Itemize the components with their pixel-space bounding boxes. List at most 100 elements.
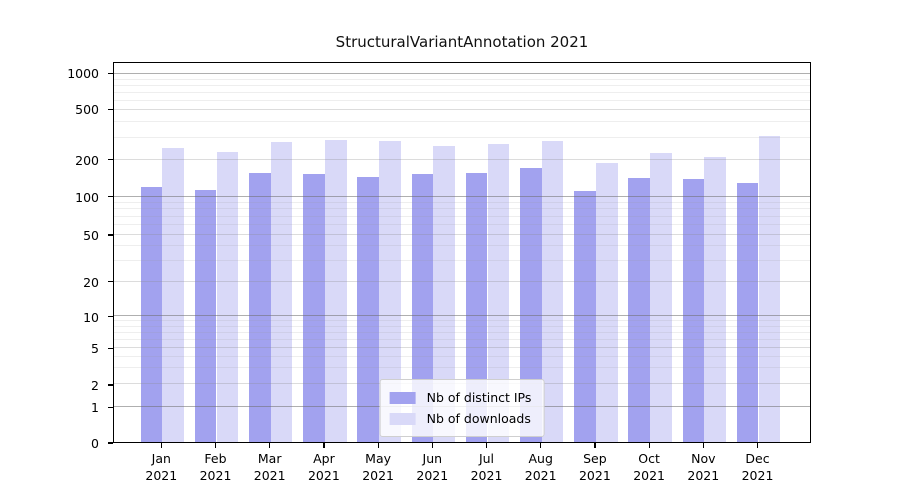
y-tick-mark-20 xyxy=(108,280,113,283)
gridline-minor-300 xyxy=(114,137,810,139)
x-tick-mark-sep xyxy=(594,443,596,448)
gridline-200 xyxy=(114,159,810,161)
y-tick-mark-500 xyxy=(108,108,113,110)
x-tick-mark-feb xyxy=(215,443,217,448)
x-tick-mark-oct xyxy=(648,443,650,448)
bar-distinct-ips-dec xyxy=(736,182,759,442)
x-tick-label-may: May 2021 xyxy=(362,451,394,483)
x-axis: Jan 2021 Feb 2021 Mar 2021 Apr 2021 May 2021 Jun 20… xyxy=(113,443,811,495)
legend-swatch-distinct-ips xyxy=(389,391,416,404)
y-tick-label-5: 5 xyxy=(91,341,99,357)
y-tick-label-500: 500 xyxy=(75,102,99,118)
x-tick-mark-dec xyxy=(757,443,759,448)
legend-label-distinct-ips: Nb of distinct IPs xyxy=(426,390,532,405)
legend-label-downloads: Nb of downloads xyxy=(426,411,531,426)
y-tick-label-1000: 1000 xyxy=(67,66,99,82)
gridline-minor-4 xyxy=(114,355,810,357)
gridline-50 xyxy=(114,234,810,236)
bars-layer xyxy=(114,63,810,442)
gridline-minor-800 xyxy=(114,84,810,86)
y-tick-label-50: 50 xyxy=(83,228,99,244)
y-tick-mark-100 xyxy=(108,195,113,198)
y-tick-mark-10 xyxy=(108,315,113,318)
bar-downloads-jul xyxy=(487,144,510,442)
x-tick-label-sep: Sep 2021 xyxy=(578,451,611,483)
y-tick-mark-200 xyxy=(108,158,113,161)
x-tick-mark-jul xyxy=(486,443,488,448)
x-tick-label-aug: Aug 2021 xyxy=(524,451,557,483)
gridline-minor-400 xyxy=(114,121,810,123)
bar-distinct-ips-aug xyxy=(520,168,542,442)
gridline-10 xyxy=(114,315,810,317)
gridline-minor-80 xyxy=(114,208,810,210)
bar-downloads-aug xyxy=(541,140,564,442)
bar-downloads-jan xyxy=(162,148,184,442)
y-axis: 0 1 2 5 10 20 50 100 200 500 1000 xyxy=(0,62,113,451)
gridline-minor-7 xyxy=(114,331,810,333)
bar-distinct-ips-jan xyxy=(140,186,163,442)
y-tick-mark-5 xyxy=(108,347,113,349)
y-tick-mark-0 xyxy=(108,442,113,444)
x-tick-label-oct: Oct 2021 xyxy=(633,451,665,483)
y-tick-mark-1000 xyxy=(108,72,113,74)
x-tick-label-jul: Jul 2021 xyxy=(470,451,503,483)
bar-downloads-dec xyxy=(758,136,781,442)
y-tick-mark-2 xyxy=(108,384,113,386)
x-tick-label-dec: Dec 2021 xyxy=(741,451,774,483)
x-tick-mark-aug xyxy=(540,443,542,448)
bar-downloads-apr xyxy=(324,140,347,442)
bar-distinct-ips-apr xyxy=(303,174,325,442)
plot-area: Nb of distinct IPs Nb of downloads xyxy=(113,62,811,443)
gridline-minor-60 xyxy=(114,224,810,226)
bar-distinct-ips-nov xyxy=(682,179,705,442)
bar-downloads-nov xyxy=(704,156,726,442)
bar-downloads-jun xyxy=(433,146,455,442)
gridline-5 xyxy=(114,346,810,348)
x-tick-mark-nov xyxy=(702,443,705,448)
bar-downloads-sep xyxy=(595,163,618,442)
x-tick-mark-jun xyxy=(431,443,434,448)
chart-title: StructuralVariantAnnotation 2021 xyxy=(335,33,589,51)
y-tick-label-20: 20 xyxy=(83,274,99,290)
bar-downloads-may xyxy=(379,140,401,442)
y-tick-label-2: 2 xyxy=(91,378,99,394)
bar-distinct-ips-mar xyxy=(249,173,271,442)
gridline-minor-30 xyxy=(114,260,810,261)
x-tick-label-feb: Feb 2021 xyxy=(199,451,232,483)
gridline-20 xyxy=(114,280,810,282)
gridline-minor-40 xyxy=(114,245,810,247)
gridline-minor-70 xyxy=(114,215,810,217)
x-tick-label-apr: Apr 2021 xyxy=(307,451,340,483)
legend-swatch-downloads xyxy=(389,412,416,425)
x-tick-mark-may xyxy=(377,443,379,448)
gridline-100 xyxy=(114,196,810,198)
bar-distinct-ips-jun xyxy=(411,174,434,442)
bar-distinct-ips-jul xyxy=(465,173,488,442)
x-tick-label-mar: Mar 2021 xyxy=(253,451,286,483)
gridline-minor-600 xyxy=(114,99,810,101)
gridline-minor-6 xyxy=(114,338,810,340)
x-tick-mark-apr xyxy=(323,443,325,448)
bar-distinct-ips-oct xyxy=(628,178,651,442)
bar-distinct-ips-sep xyxy=(574,191,596,442)
gridline-minor-900 xyxy=(114,78,810,80)
gridline-1000 xyxy=(114,73,810,75)
y-tick-mark-1 xyxy=(108,406,113,408)
bar-downloads-feb xyxy=(216,152,239,442)
x-tick-label-nov: Nov 2021 xyxy=(687,451,720,483)
bar-distinct-ips-may xyxy=(357,177,380,442)
legend: Nb of distinct IPs Nb of downloads xyxy=(379,379,545,437)
x-tick-label-jan: Jan 2021 xyxy=(145,451,178,483)
x-tick-label-jun: Jun 2021 xyxy=(416,451,449,483)
gridline-500 xyxy=(114,109,810,111)
y-tick-label-100: 100 xyxy=(75,189,99,205)
gridline-minor-8 xyxy=(114,325,810,327)
bar-downloads-mar xyxy=(270,141,293,442)
x-tick-mark-mar xyxy=(269,443,271,448)
gridline-minor-700 xyxy=(114,91,810,93)
bar-downloads-oct xyxy=(650,153,672,442)
y-tick-label-1: 1 xyxy=(91,400,99,416)
y-tick-label-200: 200 xyxy=(75,152,99,168)
y-tick-label-0: 0 xyxy=(91,436,99,451)
